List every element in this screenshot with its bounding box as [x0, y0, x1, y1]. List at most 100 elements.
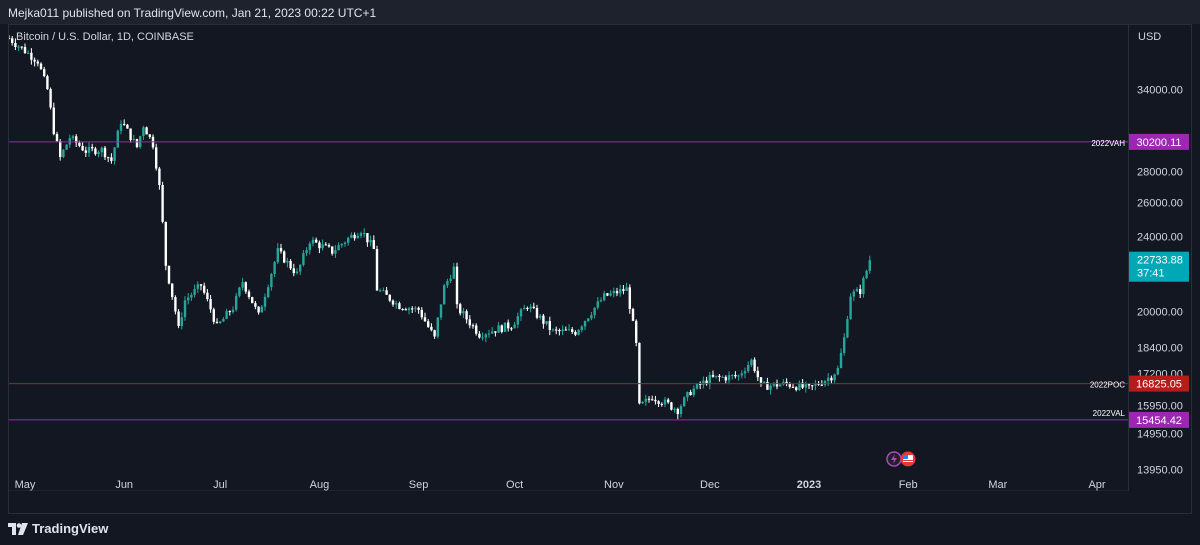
candle-body	[219, 321, 222, 323]
candle-body	[244, 282, 247, 292]
candle-body	[811, 385, 814, 387]
candle-body	[823, 381, 827, 385]
lightning-icon[interactable]	[886, 451, 902, 467]
level-name-2022vah: 2022VAH	[1091, 139, 1125, 148]
candle-body	[737, 375, 740, 377]
candle-body	[395, 303, 398, 305]
candle-body	[126, 124, 129, 129]
candle-body	[305, 250, 308, 254]
candle-body	[795, 387, 798, 390]
candle-body	[459, 304, 462, 314]
y-tick-label: 18400.00	[1137, 343, 1183, 355]
candle-body	[190, 294, 193, 298]
candle-body	[372, 240, 375, 249]
candle-body	[81, 145, 84, 151]
candle-body	[385, 290, 388, 295]
candle-body	[91, 146, 94, 149]
candle-body	[532, 306, 535, 308]
candle-body	[590, 315, 593, 319]
candle-body	[97, 152, 100, 154]
bar-countdown-text: 37:41	[1137, 268, 1165, 280]
candle-body	[535, 308, 539, 318]
x-tick-label: Apr	[1088, 479, 1105, 491]
price-axis[interactable]: 13950.0014950.0015950.0017200.0018400.00…	[1129, 25, 1191, 491]
candle-body	[567, 329, 571, 331]
candle-body	[321, 244, 324, 249]
us-flag-icon[interactable]	[900, 451, 916, 467]
symbol-title[interactable]: Bitcoin / U.S. Dollar, 1D, COINBASE	[16, 31, 194, 43]
candle-body	[17, 46, 20, 48]
candle-body	[683, 397, 686, 407]
candle-body	[551, 329, 555, 331]
candle-body	[779, 384, 782, 387]
candle-body	[145, 127, 148, 135]
candle-body	[353, 234, 356, 239]
candle-body	[574, 332, 577, 335]
candle-body	[542, 315, 545, 324]
candle-body	[183, 300, 187, 318]
tradingview-logo-text: TradingView	[32, 521, 109, 536]
candle-body	[100, 147, 103, 153]
candle-body	[855, 289, 859, 292]
candle-body	[635, 320, 638, 343]
candle-body	[398, 303, 401, 309]
level-price-text: 15454.42	[1136, 415, 1182, 427]
candle-body	[71, 136, 75, 139]
candle-body	[699, 383, 702, 385]
candle-body	[119, 123, 123, 131]
candle-body	[689, 392, 692, 396]
candle-body	[727, 375, 731, 381]
y-tick-label: 26000.00	[1137, 198, 1183, 210]
candle-body	[174, 297, 177, 312]
candle-body	[382, 290, 385, 292]
candle-body	[455, 266, 459, 305]
candle-body	[558, 330, 561, 332]
candle-body	[36, 61, 39, 64]
x-tick-label: 2023	[797, 479, 821, 491]
candle-body	[206, 292, 209, 300]
candle-body	[827, 377, 830, 381]
candle-body	[283, 251, 286, 263]
candlestick-chart[interactable]: 2022VAH 2022POC 2022VAL May Jun Jul Aug Sep Oct…	[9, 25, 1129, 491]
candle-body	[641, 401, 644, 404]
candle-body	[9, 38, 11, 40]
candle-body	[279, 248, 283, 252]
candle-body	[577, 329, 580, 335]
candle-body	[212, 309, 215, 322]
candle-body	[193, 289, 196, 295]
candle-body	[276, 248, 279, 263]
candle-body	[369, 240, 372, 243]
candle-body	[462, 311, 465, 314]
candle-body	[366, 233, 369, 243]
candle-body	[609, 293, 612, 296]
x-tick-label: Feb	[899, 479, 918, 491]
y-tick-label: 28000.00	[1137, 167, 1183, 179]
candle-body	[702, 380, 705, 385]
candle-body	[436, 317, 439, 337]
candle-body	[132, 139, 135, 140]
candle-body	[180, 317, 183, 326]
candle-body	[788, 383, 791, 387]
candle-body	[676, 408, 679, 415]
candle-body	[273, 262, 276, 274]
candle-body	[417, 307, 420, 310]
candle-body	[78, 142, 81, 146]
candle-body	[555, 329, 558, 331]
candle-body	[241, 282, 244, 288]
candle-body	[260, 306, 263, 313]
candle-body	[388, 294, 391, 301]
tradingview-logo[interactable]: TradingView	[8, 521, 108, 536]
candle-body	[196, 284, 199, 289]
candle-body	[401, 309, 404, 310]
candle-body	[116, 130, 119, 148]
candle-body	[289, 260, 292, 269]
x-tick-label: Nov	[604, 479, 624, 491]
candle-body	[308, 243, 311, 251]
candle-body	[580, 326, 583, 330]
currency-label[interactable]: USD	[1138, 31, 1162, 43]
candle-body	[820, 384, 823, 386]
candle-body	[299, 264, 302, 272]
candle-body	[865, 270, 868, 278]
candle-body	[52, 107, 55, 135]
